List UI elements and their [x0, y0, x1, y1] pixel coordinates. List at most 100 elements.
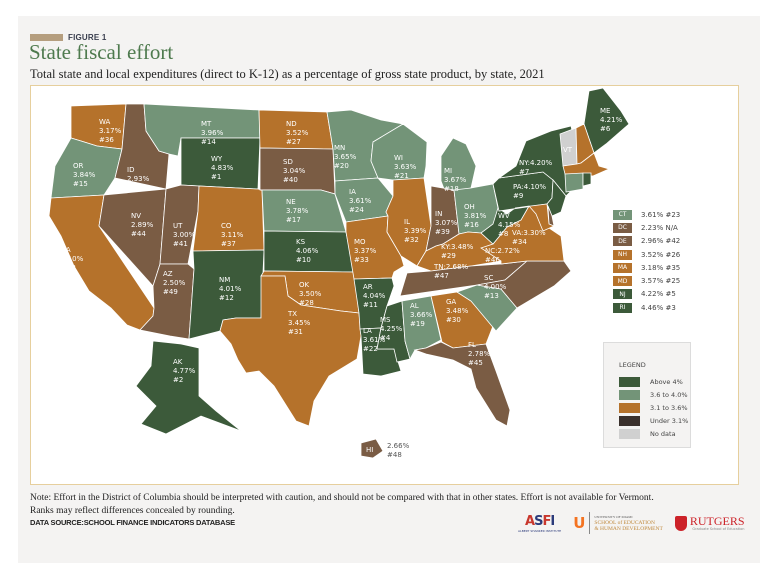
state-label-ks: #10 [296, 256, 311, 264]
state-label-mn: 3.65% [334, 153, 357, 161]
legend-label: Above 4% [650, 378, 683, 386]
state-label-mn: #20 [334, 162, 349, 170]
partner-logos: ASFI ALBERT SHANKER INSTITUTE U UNIVERSI… [518, 510, 745, 536]
state-label-mt: MT [201, 120, 212, 128]
state-label-nc: NC:2.72% [485, 247, 520, 255]
small-state-key-value: 3.18% #35 [641, 263, 681, 272]
state-label-co: CO [221, 222, 232, 230]
small-state-key-swatch: DC [613, 222, 632, 233]
state-label-mi: #18 [444, 185, 459, 193]
state-label-mo: 3.37% [354, 247, 377, 255]
state-label-nc: #46 [485, 256, 500, 264]
state-ak [135, 340, 242, 435]
state-label-wa: WA [99, 118, 111, 126]
legend-swatch-3-1-to-3-6 [619, 403, 640, 413]
rutgers-logo-caption: Graduate School of Education [692, 527, 745, 531]
state-label-wi: WI [394, 154, 403, 162]
state-label-sd: 3.04% [283, 167, 306, 175]
state-label-az: AZ [163, 270, 173, 278]
state-label-hi-abbr: HI [366, 446, 373, 454]
state-label-al: #19 [410, 320, 425, 328]
state-label-ga: #30 [446, 316, 461, 324]
state-nc [476, 260, 572, 309]
state-label-mt: #14 [201, 138, 216, 146]
state-label-or: 3.84% [73, 171, 96, 179]
state-label-oh: #16 [464, 221, 479, 229]
state-label-or: OR [73, 162, 84, 170]
state-wv [480, 205, 530, 245]
state-label-id: 2.93% [127, 175, 150, 183]
state-label-nm: 4.01% [219, 285, 242, 293]
state-label-va: #34 [512, 238, 527, 246]
legend-box: LEGEND Above 4% 3.6 to 4.0% 3.1 to 3.6% … [603, 342, 691, 448]
state-label-ms: MS [380, 316, 391, 324]
state-label-or: #15 [73, 180, 88, 188]
small-state-key-swatch: DE [613, 236, 632, 247]
state-label-la: #22 [363, 345, 378, 353]
state-label-ga: 3.48% [446, 307, 469, 315]
state-label-va: VA:3.30% [512, 229, 546, 237]
state-label-ak: AK [173, 358, 183, 366]
state-label-ok: 3.50% [299, 290, 322, 298]
state-label-id: ID [127, 166, 134, 174]
state-label-nd: ND [286, 120, 297, 128]
legend-swatch-3-6-to-4-0 [619, 390, 640, 400]
state-label-tx: #31 [288, 328, 303, 336]
legend-title: LEGEND [619, 361, 646, 369]
state-label-ne: NE [286, 198, 296, 206]
state-label-ne: #17 [286, 216, 301, 224]
state-label-ms: 4.25% [380, 325, 403, 333]
rutgers-logo: RUTGERS Graduate School of Education [674, 515, 745, 531]
state-label-wi: #21 [394, 172, 409, 180]
university-of-miami-logo: U UNIVERSITY OF MIAMI SCHOOL of EDUCATIO… [573, 512, 663, 534]
state-label-tx: TX [287, 310, 297, 318]
state-label-vt: VT [563, 146, 573, 154]
small-state-key-swatch: NJ [613, 289, 632, 300]
state-ri [582, 172, 592, 187]
figure-label-swatch [30, 34, 63, 41]
legend-item-under-3-1: Under 3.1% [619, 416, 688, 426]
state-label-la: LA [363, 327, 372, 335]
state-label-nm: #12 [219, 294, 234, 302]
state-label-pa: PA:4.10% [513, 183, 546, 191]
state-label-mo: #33 [354, 256, 369, 264]
state-label-il: #32 [404, 236, 419, 244]
state-label-sc: 4.00% [484, 283, 507, 291]
state-label-ks: 4.06% [296, 247, 319, 255]
um-logo-line-2: SCHOOL of EDUCATION [594, 520, 655, 526]
state-label-al: 3.66% [410, 311, 433, 319]
state-label-il: 3.39% [404, 227, 427, 235]
small-state-key-value: 2.23% N/A [641, 223, 678, 232]
state-label-ne: 3.78% [286, 207, 309, 215]
state-label-ut: UT [173, 222, 183, 230]
state-label-oh: 3.81% [464, 212, 487, 220]
small-state-key-row-ri: RI 4.46% #3 [613, 301, 680, 314]
state-label-ia: #24 [349, 206, 364, 214]
state-label-wy: #1 [211, 173, 221, 181]
um-logo-line-3: & HUMAN DEVELOPMENT [594, 526, 663, 532]
state-label-hi: 2.66% [387, 442, 410, 450]
um-logo-mark: U [573, 514, 586, 532]
state-label-az: 2.50% [163, 279, 186, 287]
state-label-oh: OH [464, 203, 475, 211]
state-label-pa: #9 [513, 192, 523, 200]
asfi-logo-caption: ALBERT SHANKER INSTITUTE [518, 528, 562, 533]
state-label-ga: GA [446, 298, 456, 306]
rutgers-shield-icon [674, 515, 687, 531]
state-label-ca: CA [61, 246, 71, 254]
small-state-key-value: 4.46% #3 [641, 303, 676, 312]
state-label-in: #39 [435, 228, 450, 236]
figure-label: FIGURE 1 [30, 33, 107, 42]
state-label-al: AL [410, 302, 419, 310]
state-label-tn: TN:2.68% [433, 263, 468, 271]
state-label-wi: 3.63% [394, 163, 417, 171]
legend-label: Under 3.1% [650, 417, 689, 425]
state-label-sc: #13 [484, 292, 499, 300]
state-label-fl: FL [468, 341, 476, 349]
state-label-fl: #45 [468, 359, 483, 367]
us-choropleth-map: WA3.17%#36OR3.84%#15CA3.10%#38ID2.93%#43… [48, 87, 630, 459]
state-label-ar: AR [363, 283, 373, 291]
state-label-wy: WY [211, 155, 223, 163]
figure-subtitle: Total state and local expenditures (dire… [30, 67, 545, 81]
state-label-ky: #29 [441, 252, 456, 260]
